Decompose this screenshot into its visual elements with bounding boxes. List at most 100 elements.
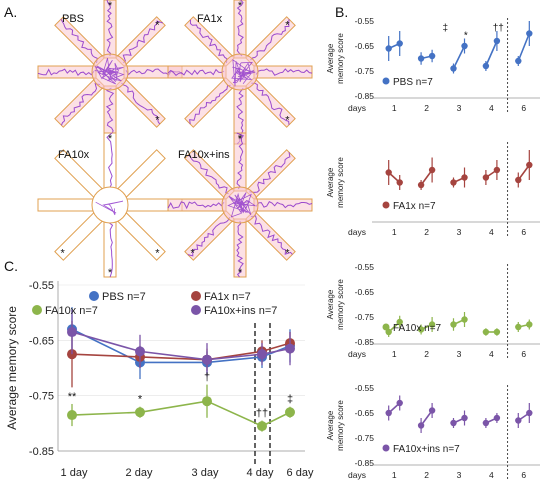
y-tick-label: -0.65 [29, 335, 54, 347]
radial-maze: * * * * FA10x [37, 132, 183, 279]
y-axis-label: Average [326, 43, 335, 73]
y-tick-label: -0.85 [355, 91, 375, 101]
x-tick-label: 2 [424, 470, 429, 480]
y-tick-label: -0.65 [355, 408, 375, 418]
series-line [452, 45, 466, 69]
data-point [461, 316, 468, 323]
maze-arm-box [167, 65, 227, 79]
legend-label: FA10x+ins n=7 [393, 444, 460, 455]
data-point [515, 417, 522, 424]
legend-label: FA1x n=7 [204, 291, 251, 303]
data-point [482, 174, 490, 181]
mouse-track [60, 83, 101, 126]
data-point [396, 318, 403, 326]
legend-marker [382, 323, 390, 331]
maze-arm [184, 76, 236, 128]
maze-arm [167, 198, 227, 212]
reward-arm-marker: * [285, 247, 290, 259]
data-point [493, 166, 501, 174]
mouse-track [167, 68, 225, 76]
y-tick-label: -0.85 [29, 446, 54, 458]
series-line [485, 40, 498, 67]
reward-arm-marker: * [238, 133, 243, 145]
data-point [515, 57, 522, 65]
x-tick-label: 6 [521, 349, 526, 359]
data-point [67, 327, 77, 338]
data-point [417, 326, 425, 333]
chart-fa10x: Average memory score -0.55 -0.65 -0.75 -0.85 d… [326, 262, 540, 360]
data-point [482, 419, 490, 427]
y-tick-label: -0.75 [355, 66, 375, 76]
maze-arm [253, 198, 313, 212]
reward-arm-marker: * [285, 114, 290, 126]
mouse-track [255, 201, 313, 209]
data-point [482, 62, 490, 70]
reward-arm-marker: * [155, 20, 160, 32]
x-axis-label: days [348, 227, 366, 237]
x-tick-label: 4 [489, 349, 494, 359]
maze-arm [233, 0, 247, 59]
maze-label: FA1x [197, 13, 223, 25]
x-tick-label: 1 day [61, 467, 88, 479]
data-point [526, 30, 533, 37]
x-tick-label: 3 [457, 227, 462, 237]
x-tick-label: 3 [457, 349, 462, 359]
x-tick-label: 4 [489, 103, 494, 113]
legend-label: FA1x n=7 [393, 201, 436, 212]
y-axis-label: memory score [336, 33, 345, 84]
data-point [257, 349, 267, 360]
mouse-track [106, 132, 113, 190]
maze-arm [37, 65, 97, 79]
maze-arm [54, 76, 106, 128]
maze-arm [114, 16, 166, 68]
reward-arm-marker: * [155, 247, 160, 259]
data-point [396, 179, 403, 186]
data-point [493, 37, 501, 45]
y-tick-label: -0.55 [29, 280, 54, 292]
panel-a-label: A. [4, 4, 17, 20]
x-tick-label: 3 [457, 470, 462, 480]
maze-arm-box [37, 198, 97, 212]
x-tick-label: 6 day [287, 467, 314, 479]
data-point [417, 55, 425, 62]
maze-arm [253, 65, 313, 79]
x-tick-label: 1 [392, 470, 397, 480]
x-tick-label: 3 [457, 103, 462, 113]
data-point [526, 409, 533, 417]
data-point [515, 176, 522, 184]
data-point [450, 419, 457, 427]
data-point [202, 354, 212, 365]
y-axis-label: Average [326, 167, 335, 197]
data-point [135, 346, 145, 357]
data-point [450, 65, 457, 72]
radial-maze: * * * * PBS [37, 0, 183, 146]
mouse-track [236, 0, 244, 57]
x-tick-label: 4 day [247, 467, 274, 479]
data-point [515, 323, 522, 331]
data-point [461, 174, 468, 181]
mouse-track [236, 132, 244, 190]
mouse-track [60, 18, 98, 63]
hub-track [227, 192, 256, 218]
y-tick-label: -0.65 [355, 287, 375, 297]
y-tick-label: -0.75 [29, 391, 54, 403]
data-point [67, 410, 77, 421]
significance-mark: †† [493, 23, 504, 34]
data-point [526, 161, 533, 169]
mouse-track [122, 20, 164, 64]
data-point [450, 321, 457, 328]
x-tick-label: 4 [489, 227, 494, 237]
mouse-track [250, 215, 293, 255]
y-tick-label: -0.65 [355, 41, 375, 51]
y-axis-label: memory score [336, 279, 345, 330]
hub-track [95, 200, 123, 216]
radial-maze: * * * * FA1x [167, 0, 313, 146]
data-point [135, 407, 145, 418]
data-point [385, 45, 392, 52]
maze-arm [244, 149, 296, 201]
y-tick-label: -0.55 [355, 16, 375, 26]
reward-arm-marker: * [238, 0, 243, 12]
maze-label: FA10x+ins [178, 149, 230, 161]
x-tick-label: 1 [392, 103, 397, 113]
significance-mark: ‡ [287, 394, 293, 406]
